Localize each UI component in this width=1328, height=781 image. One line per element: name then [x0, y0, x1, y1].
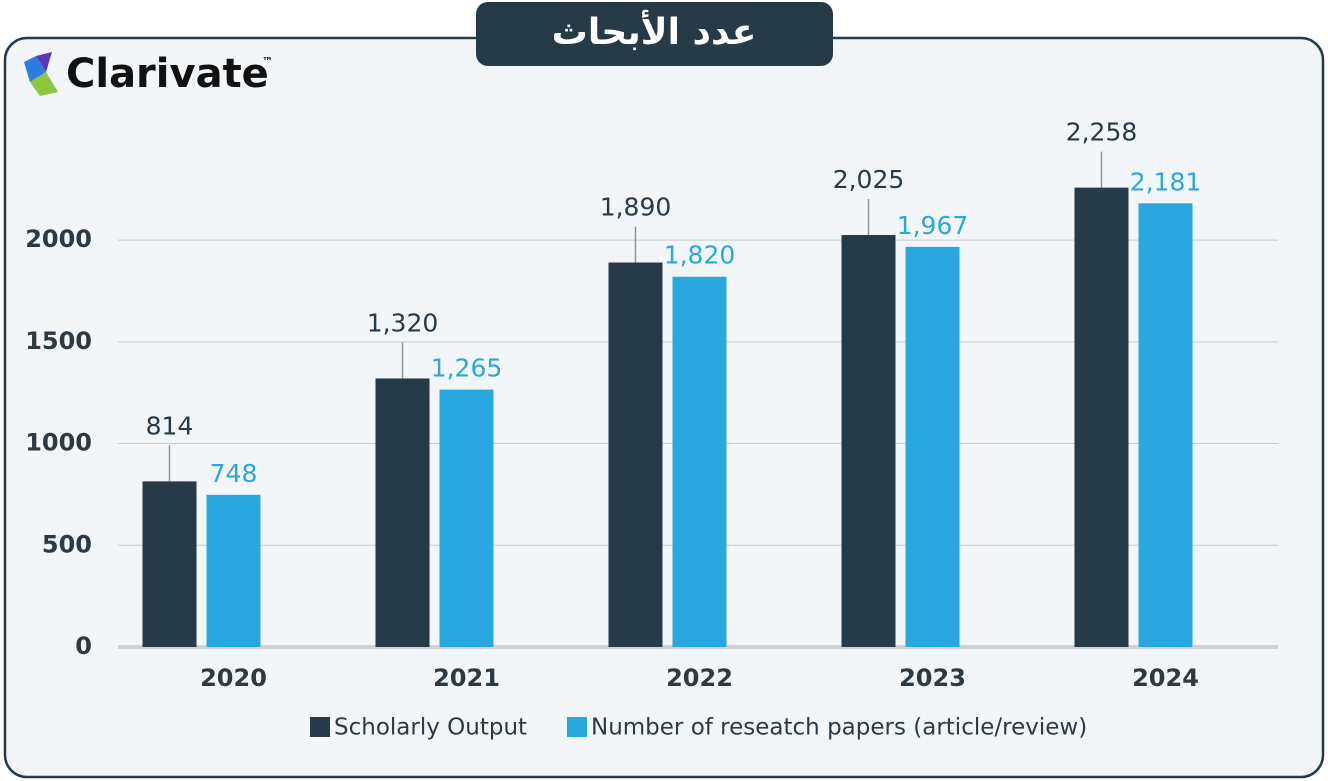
bar: [905, 246, 960, 647]
chart-title: عدد الأبحاث: [552, 9, 757, 53]
bar: [672, 276, 727, 647]
bar: [841, 235, 896, 647]
bar: [1074, 187, 1129, 647]
y-tick-label: 0: [75, 632, 92, 660]
y-tick-label: 2000: [25, 225, 92, 253]
bar: [142, 481, 197, 647]
data-label: 1,890: [600, 192, 672, 221]
legend-label: Scholarly Output: [334, 715, 527, 741]
data-label: 2,181: [1130, 167, 1202, 196]
bar: [608, 262, 663, 647]
bar: [206, 494, 261, 647]
y-tick-label: 1000: [25, 429, 92, 457]
legend-swatch: [567, 717, 587, 737]
x-tick-label: 2024: [1132, 664, 1199, 692]
x-tick-label: 2022: [666, 664, 733, 692]
data-label: 1,967: [897, 211, 969, 240]
y-tick-label: 1500: [25, 327, 92, 355]
data-label: 748: [210, 459, 258, 488]
logo-icon: [24, 52, 58, 96]
data-label: 1,820: [664, 241, 736, 270]
x-tick-label: 2021: [433, 664, 500, 692]
bar: [1138, 203, 1193, 647]
title-box: [476, 2, 833, 66]
bar: [439, 389, 494, 647]
data-label: 814: [146, 411, 194, 440]
y-tick-label: 500: [42, 530, 92, 558]
data-label: 1,265: [431, 354, 503, 383]
bar: [375, 378, 430, 647]
legend-label: Number of reseatch papers (article/revie…: [591, 715, 1087, 741]
data-label: 2,258: [1066, 118, 1138, 147]
x-tick-label: 2023: [899, 664, 966, 692]
logo-text: Clarivate: [66, 51, 269, 97]
legend-swatch: [310, 717, 330, 737]
data-label: 1,320: [367, 308, 439, 337]
logo-mark: ™: [262, 55, 273, 68]
data-label: 2,025: [833, 165, 905, 194]
x-tick-label: 2020: [200, 664, 267, 692]
